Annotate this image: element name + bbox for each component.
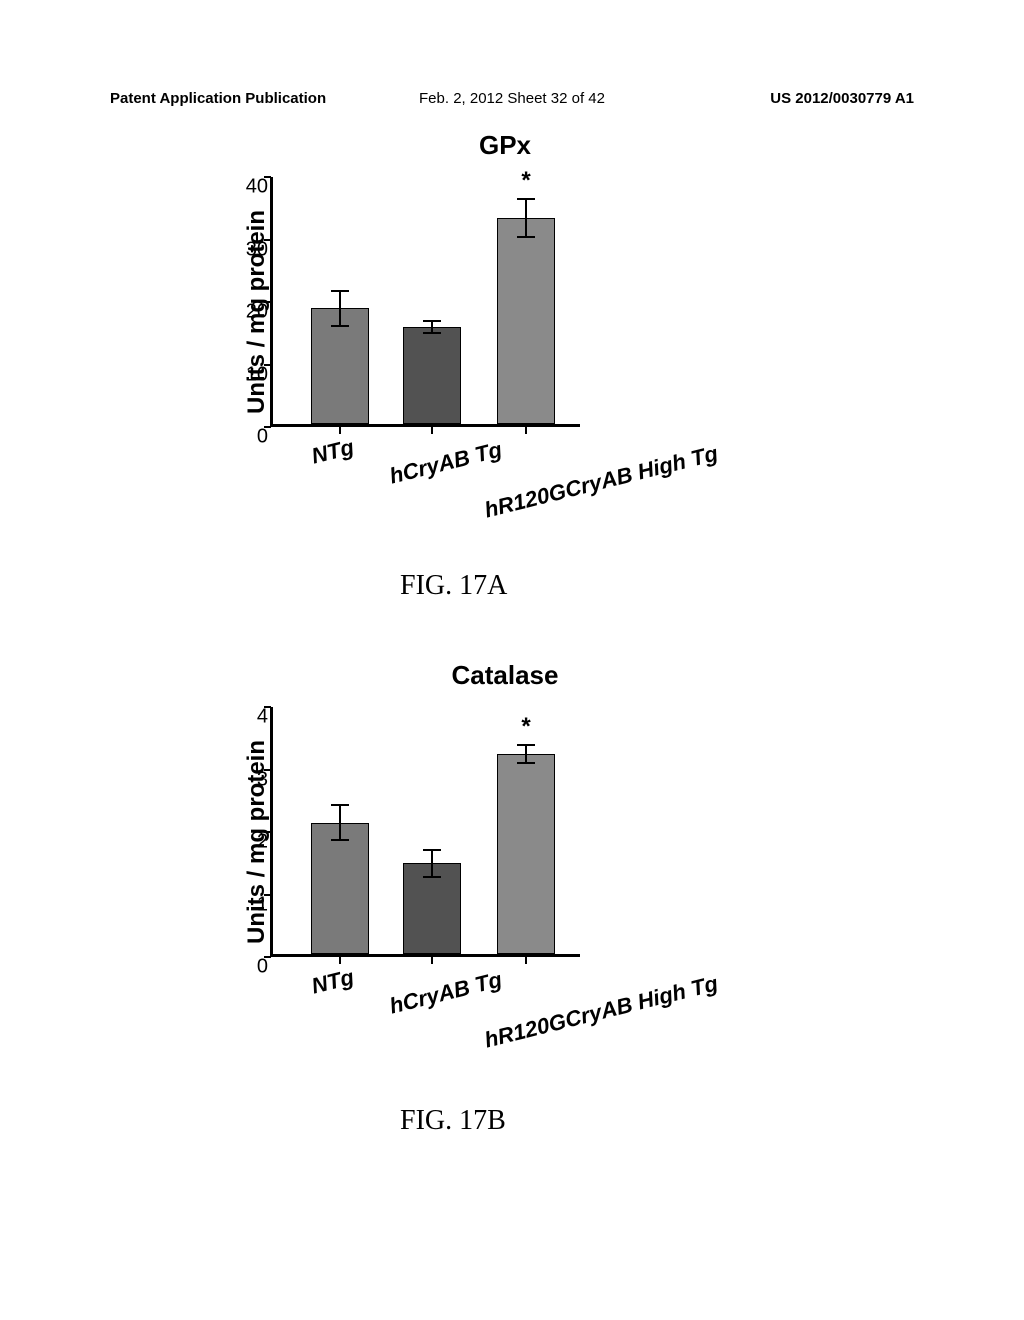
header-center: Feb. 2, 2012 Sheet 32 of 42 <box>419 90 605 107</box>
bar <box>403 327 461 424</box>
y-tick-label: 1 <box>230 893 268 916</box>
header-right: US 2012/0030779 A1 <box>770 90 914 107</box>
chart-gpx-yticks: 010203040 <box>230 177 268 427</box>
y-tick-label: 20 <box>230 301 268 324</box>
error-bar-cap <box>517 236 535 238</box>
error-bar-cap <box>423 320 441 322</box>
error-bar <box>525 199 527 237</box>
y-tick-label: 40 <box>230 176 268 199</box>
chart-gpx-title: GPx <box>195 130 815 161</box>
y-tick-label: 3 <box>230 768 268 791</box>
y-tick-label: 0 <box>230 426 268 449</box>
error-bar-cap <box>331 290 349 292</box>
y-tick-mark <box>264 426 271 428</box>
x-category-label: NTg <box>309 964 357 1000</box>
error-bar <box>431 850 433 878</box>
x-category-label: hCryAB Tg <box>387 437 505 490</box>
figure-caption-b: FIG. 17B <box>400 1105 506 1137</box>
y-tick-mark <box>264 894 271 896</box>
y-tick-label: 4 <box>230 706 268 729</box>
significance-marker: * <box>521 713 530 741</box>
chart-gpx-plot: * <box>270 177 580 427</box>
error-bar-cap <box>423 849 441 851</box>
y-tick-mark <box>264 956 271 958</box>
chart-catalase-xlabels: NTg hCryAB TghR120GCryAB High Tg <box>270 962 770 1082</box>
error-bar <box>339 805 341 840</box>
x-category-label: hR120GCryAB High Tg <box>482 970 721 1053</box>
chart-catalase-yticks: 01234 <box>230 707 268 957</box>
error-bar-cap <box>517 198 535 200</box>
chart-gpx-xlabels: NTg hCryAB TghR120GCryAB High Tg <box>270 432 770 552</box>
error-bar-cap <box>423 332 441 334</box>
significance-marker: * <box>521 167 530 195</box>
y-tick-label: 30 <box>230 238 268 261</box>
error-bar-cap <box>331 325 349 327</box>
figure-caption-a: FIG. 17A <box>400 570 507 602</box>
x-category-label: hR120GCryAB High Tg <box>482 440 721 523</box>
error-bar <box>525 745 527 764</box>
error-bar-cap <box>331 804 349 806</box>
error-bar-cap <box>331 839 349 841</box>
y-tick-label: 10 <box>230 363 268 386</box>
chart-catalase: Catalase Units / mg protein 01234 * NTgh… <box>195 660 815 987</box>
chart-gpx: GPx Units / mg protein 010203040 * NTghC… <box>195 130 815 457</box>
y-tick-label: 0 <box>230 956 268 979</box>
x-category-label: hCryAB Tg <box>387 967 505 1020</box>
error-bar-cap <box>517 744 535 746</box>
bar <box>311 823 369 954</box>
x-category-label: NTg <box>309 434 357 470</box>
y-tick-mark <box>264 301 271 303</box>
error-bar <box>339 291 341 326</box>
y-tick-mark <box>264 239 271 241</box>
y-tick-mark <box>264 831 271 833</box>
bar <box>497 754 555 954</box>
error-bar-cap <box>423 876 441 878</box>
y-tick-mark <box>264 364 271 366</box>
chart-catalase-title: Catalase <box>195 660 815 691</box>
bar <box>497 218 555 424</box>
y-tick-mark <box>264 176 271 178</box>
y-tick-label: 2 <box>230 831 268 854</box>
y-tick-mark <box>264 706 271 708</box>
error-bar-cap <box>517 762 535 764</box>
chart-catalase-plot: * <box>270 707 580 957</box>
y-tick-mark <box>264 769 271 771</box>
header-left: Patent Application Publication <box>110 90 326 107</box>
